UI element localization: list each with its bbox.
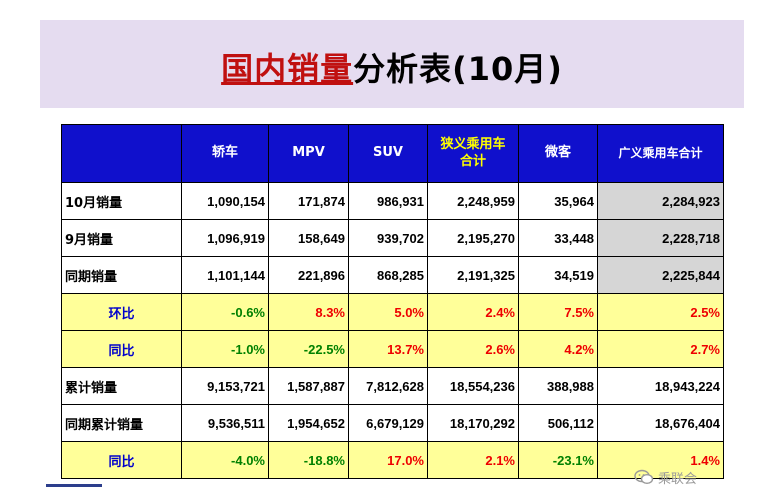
header-suv: SUV <box>348 124 428 183</box>
table-cell: 868,285 <box>348 256 428 294</box>
table-cell: 1,096,919 <box>181 219 269 257</box>
header-broad-total: 广义乘用车合计 <box>597 124 724 183</box>
table-cell: 8.3% <box>268 293 349 331</box>
table-cell: 13.7% <box>348 330 428 368</box>
table-row: 同比 -1.0% -22.5% 13.7% 2.6% 4.2% 2.7% <box>61 330 724 368</box>
watermark-text: 乘联会 <box>658 471 698 487</box>
table-row: 9月销量 1,096,919 158,649 939,702 2,195,270… <box>61 219 724 257</box>
table-cell: 34,519 <box>518 256 598 294</box>
table-cell: 158,649 <box>268 219 349 257</box>
row-label: 环比 <box>61 293 182 331</box>
table-row: 同比 -4.0% -18.8% 17.0% 2.1% -23.1% 1.4% <box>61 441 724 479</box>
table-cell: 18,676,404 <box>597 404 724 442</box>
table-cell: 7.5% <box>518 293 598 331</box>
page-title: 国内销量分析表(10月) <box>40 44 744 90</box>
wechat-icon <box>634 469 654 485</box>
table-cell: 2,248,959 <box>427 182 519 220</box>
table-row: 同期销量 1,101,144 221,896 868,285 2,191,325… <box>61 256 724 294</box>
table-cell: -22.5% <box>268 330 349 368</box>
table-cell: 18,554,236 <box>427 367 519 405</box>
table-cell: 221,896 <box>268 256 349 294</box>
table-cell: 17.0% <box>348 441 428 479</box>
table-cell: 9,153,721 <box>181 367 269 405</box>
header-narrow-total: 狭义乘用车 合计 <box>427 124 519 183</box>
table-cell: 2,195,270 <box>427 219 519 257</box>
row-label: 10月销量 <box>61 182 182 220</box>
table-cell: 35,964 <box>518 182 598 220</box>
table-cell: 2,225,844 <box>597 256 724 294</box>
row-label: 同期销量 <box>61 256 182 294</box>
table-cell: -0.6% <box>181 293 269 331</box>
table-cell: 2,228,718 <box>597 219 724 257</box>
table-cell: 18,943,224 <box>597 367 724 405</box>
table-cell: 1.4% <box>597 441 724 479</box>
table-cell: 2.4% <box>427 293 519 331</box>
table-cell: -1.0% <box>181 330 269 368</box>
row-label: 同比 <box>61 330 182 368</box>
header-minivan: 微客 <box>518 124 598 183</box>
table-cell: 1,101,144 <box>181 256 269 294</box>
table-cell: 2,284,923 <box>597 182 724 220</box>
header-mpv: MPV <box>268 124 349 183</box>
table-cell: 2,191,325 <box>427 256 519 294</box>
table-cell: 388,988 <box>518 367 598 405</box>
table-cell: 4.2% <box>518 330 598 368</box>
table-cell: 2.5% <box>597 293 724 331</box>
title-part-2: 分析表(10月) <box>353 50 563 88</box>
table-cell: 5.0% <box>348 293 428 331</box>
table-cell: 1,090,154 <box>181 182 269 220</box>
table-cell: 1,954,652 <box>268 404 349 442</box>
row-label: 同比 <box>61 441 182 479</box>
row-label: 同期累计销量 <box>61 404 182 442</box>
table-cell: 18,170,292 <box>427 404 519 442</box>
row-label: 累计销量 <box>61 367 182 405</box>
table-cell: -23.1% <box>518 441 598 479</box>
sales-table: 轿车 MPV SUV 狭义乘用车 合计 微客 广义乘用车合计 10月销量 1,0… <box>61 124 724 479</box>
table-cell: 2.6% <box>427 330 519 368</box>
table-row: 同期累计销量 9,536,511 1,954,652 6,679,129 18,… <box>61 404 724 442</box>
table-row: 累计销量 9,153,721 1,587,887 7,812,628 18,55… <box>61 367 724 405</box>
table-cell: 1,587,887 <box>268 367 349 405</box>
table-cell: 939,702 <box>348 219 428 257</box>
table-cell: 2.1% <box>427 441 519 479</box>
table-row: 10月销量 1,090,154 171,874 986,931 2,248,95… <box>61 182 724 220</box>
title-part-1: 国内销量 <box>221 50 354 88</box>
table-cell: -4.0% <box>181 441 269 479</box>
watermark: 乘联会 <box>634 467 697 487</box>
table-cell: 7,812,628 <box>348 367 428 405</box>
table-cell: -18.8% <box>268 441 349 479</box>
table-row: 环比 -0.6% 8.3% 5.0% 2.4% 7.5% 2.5% <box>61 293 724 331</box>
table-cell: 506,112 <box>518 404 598 442</box>
table-corner-cell <box>61 124 182 183</box>
title-banner: 国内销量分析表(10月) <box>40 20 744 108</box>
table-header-row: 轿车 MPV SUV 狭义乘用车 合计 微客 广义乘用车合计 <box>61 124 724 183</box>
table-cell: 171,874 <box>268 182 349 220</box>
table-cell: 33,448 <box>518 219 598 257</box>
row-label: 9月销量 <box>61 219 182 257</box>
table-cell: 986,931 <box>348 182 428 220</box>
table-cell: 9,536,511 <box>181 404 269 442</box>
table-cell: 6,679,129 <box>348 404 428 442</box>
bottom-accent-line <box>46 484 102 487</box>
table-cell: 2.7% <box>597 330 724 368</box>
header-sedan: 轿车 <box>181 124 269 183</box>
